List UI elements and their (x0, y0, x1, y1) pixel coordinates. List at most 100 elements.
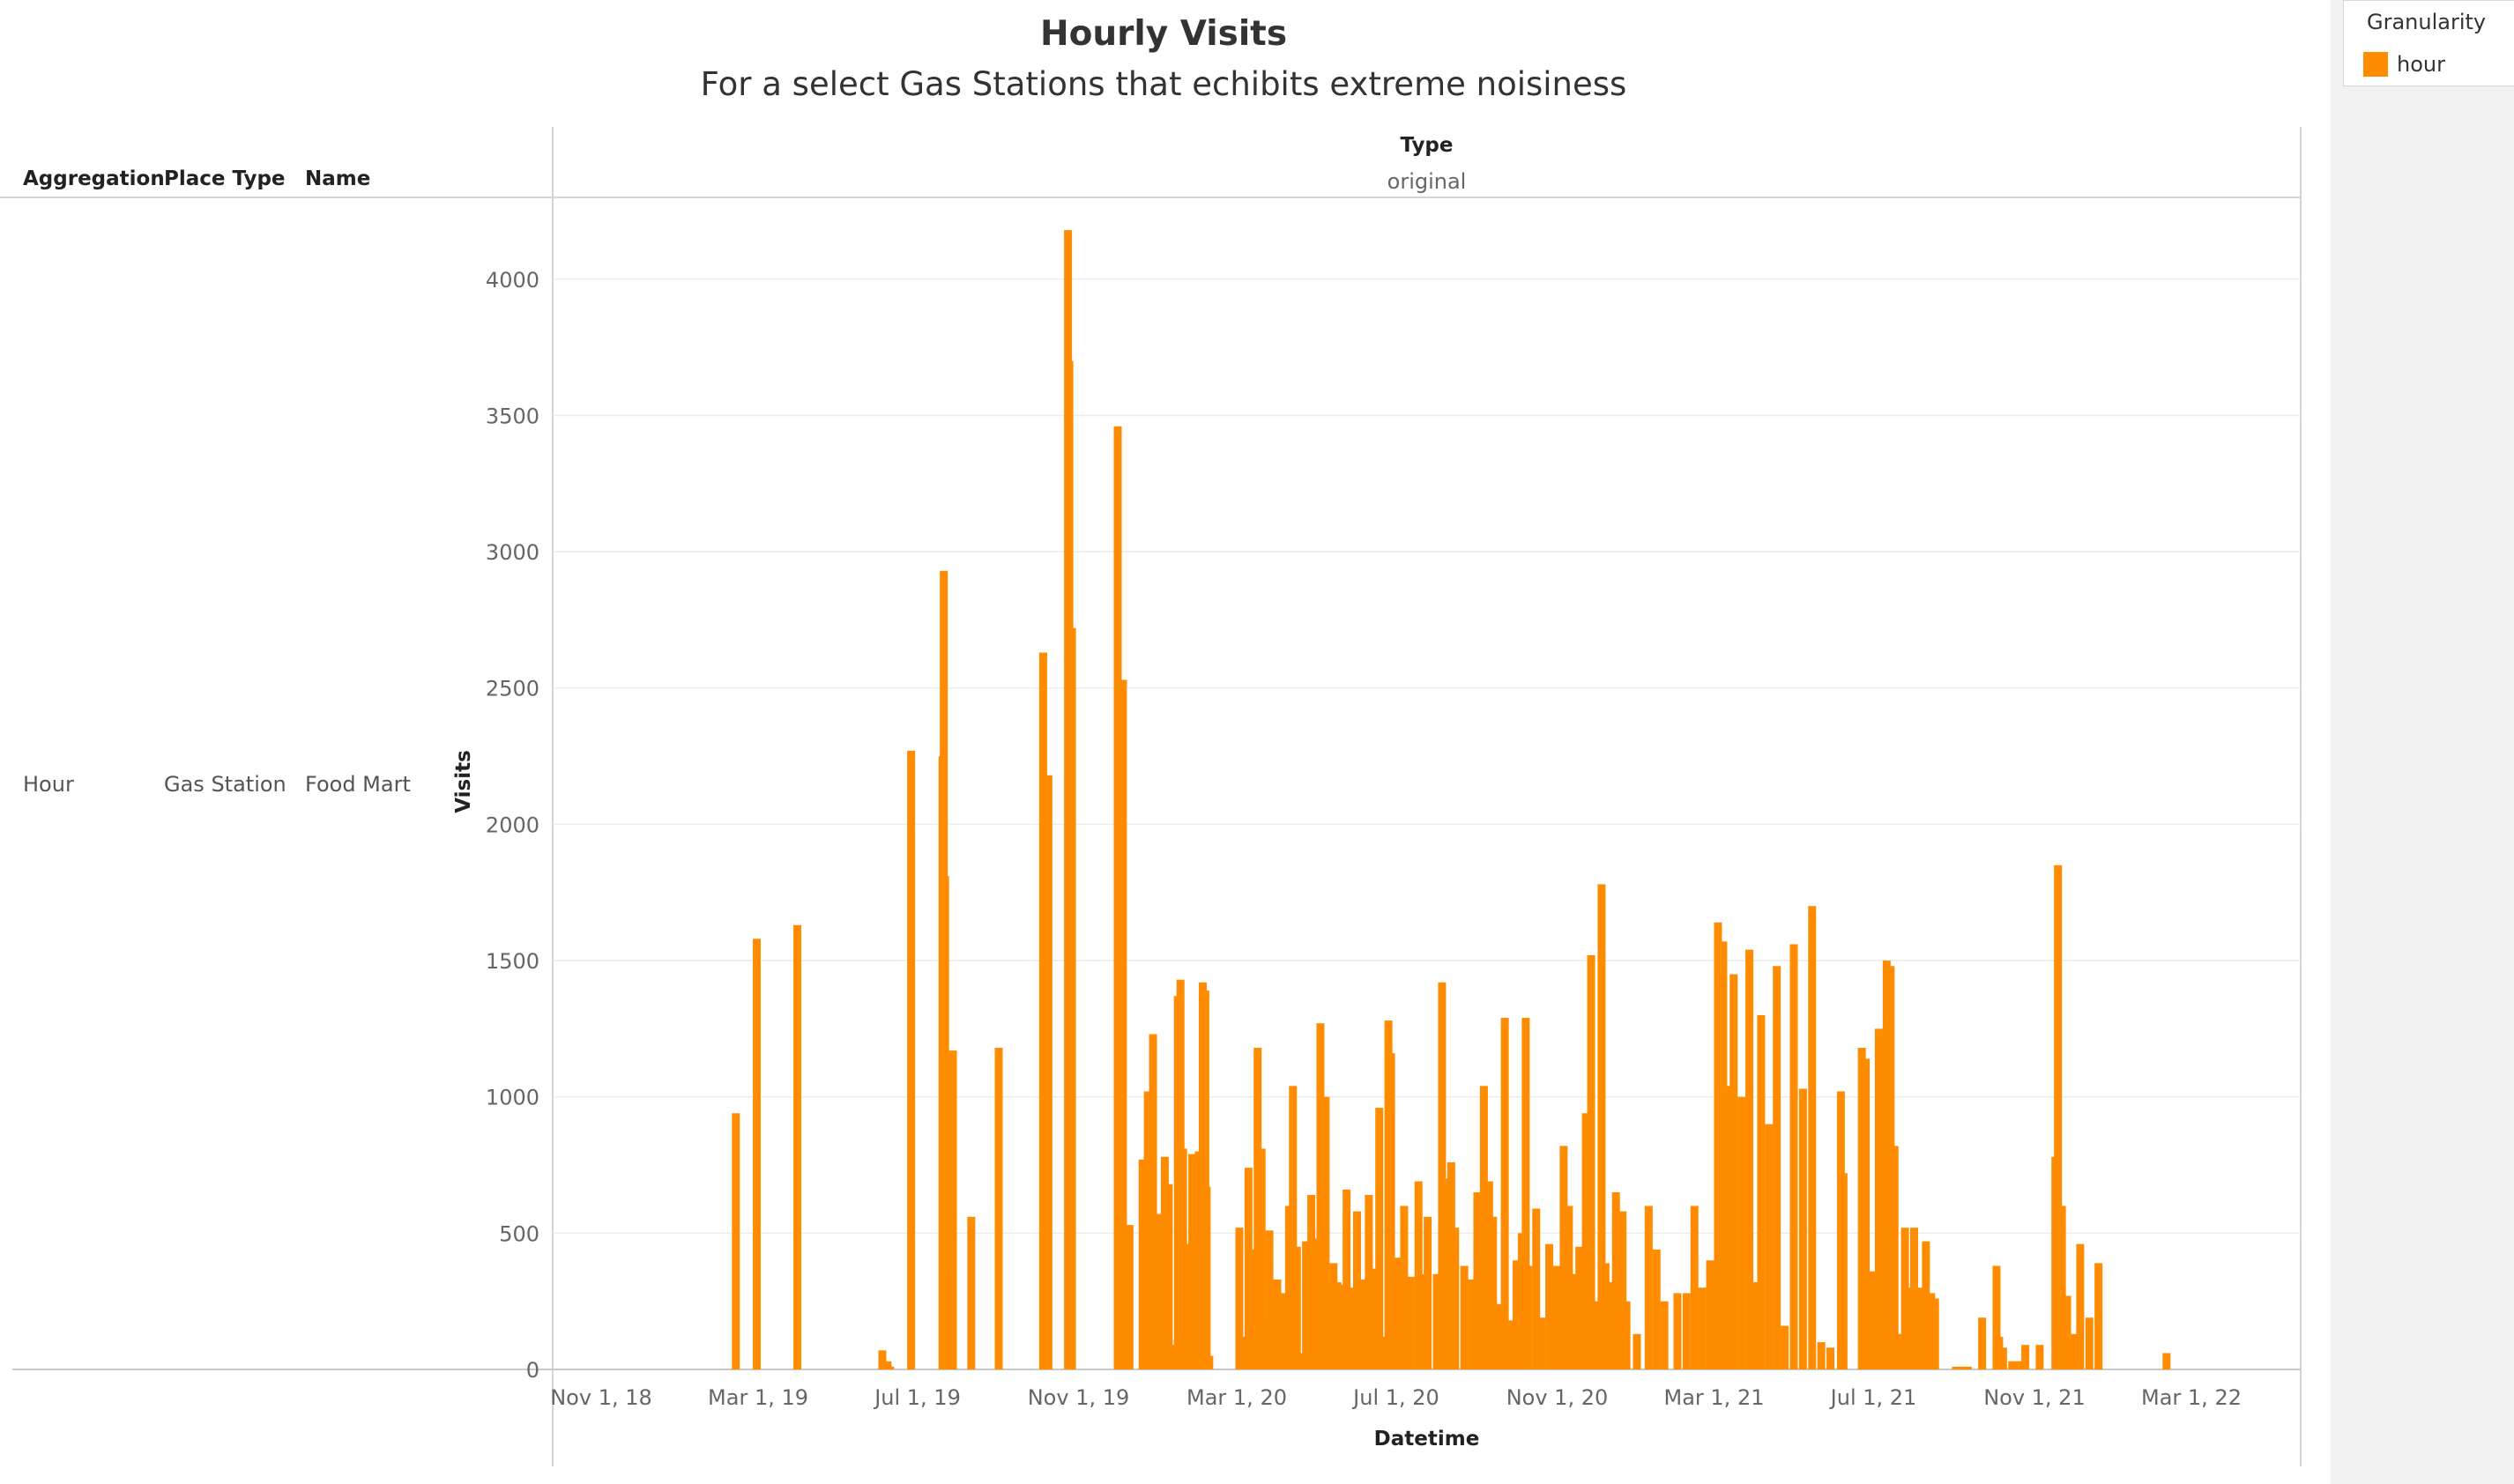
bar-126 (1706, 1260, 1714, 1369)
bar-0 (732, 1113, 740, 1369)
bar-103 (1545, 1243, 1554, 1369)
chart-title: Hourly Visits (1039, 14, 1288, 54)
y-tick-label-1500: 1500 (486, 949, 539, 974)
bar-16 (1044, 775, 1052, 1369)
y-tick-label-1000: 1000 (486, 1086, 539, 1110)
bar-121 (1660, 1301, 1669, 1369)
bar-26 (1143, 1091, 1152, 1369)
bar-171 (2021, 1345, 2030, 1369)
legend-label-hour[interactable]: hour (2397, 52, 2445, 77)
bar-71 (1365, 1195, 1373, 1369)
bar-19 (1067, 627, 1076, 1369)
bar-128 (1719, 941, 1728, 1369)
bar-129 (1724, 1086, 1733, 1369)
bar-10 (943, 1273, 952, 1369)
bar-153 (1894, 1333, 1903, 1369)
bar-177 (2065, 1358, 2074, 1369)
y-tick-label-4000: 4000 (486, 268, 539, 293)
bar-47 (1248, 1249, 1257, 1369)
bar-70 (1357, 1279, 1366, 1369)
pane-header-type[interactable]: Type (1400, 134, 1454, 157)
bar-57 (1297, 1353, 1305, 1369)
pane-value-type[interactable]: original (1387, 169, 1467, 194)
bar-137 (1781, 1325, 1789, 1369)
bar-9 (941, 876, 949, 1369)
bar-12 (967, 1216, 976, 1369)
bar-181 (2094, 1263, 2103, 1369)
bar-chart: 0 500 1000 1500 2000 2500 3000 3500 4000 Nov 1, … (0, 127, 2302, 1466)
bar-35 (1179, 1148, 1187, 1369)
bar-110 (1587, 954, 1595, 1369)
column-header-place-type[interactable]: Place Type (164, 167, 286, 190)
x-tick-label-2: Jul 1, 19 (873, 1385, 961, 1410)
row-value-place-type[interactable]: Gas Station (164, 772, 286, 797)
bar-114 (1606, 1282, 1615, 1369)
bar-120 (1652, 1249, 1661, 1369)
bar-167 (1998, 1347, 2007, 1369)
bar-50 (1260, 1317, 1268, 1369)
bar-134 (1757, 1014, 1766, 1369)
bar-176 (2063, 1295, 2071, 1369)
bar-41 (1201, 991, 1209, 1369)
grid-lines (553, 278, 2301, 1235)
bar-31 (1164, 1183, 1173, 1369)
bar-130 (1729, 974, 1738, 1369)
bar-13 (994, 1048, 1003, 1369)
row-value-aggregation[interactable]: Hour (23, 772, 74, 797)
bar-158 (1922, 1241, 1930, 1369)
bar-79 (1406, 1276, 1415, 1369)
bar-108 (1575, 1246, 1584, 1369)
bar-83 (1432, 1273, 1441, 1369)
x-tick-label-9: Nov 1, 21 (1983, 1385, 2086, 1410)
bar-133 (1752, 1282, 1760, 1369)
y-tick-label-3500: 3500 (486, 404, 539, 428)
bar-160 (1930, 1298, 1939, 1369)
y-tick-label-2500: 2500 (486, 677, 539, 701)
bar-62 (1321, 1096, 1330, 1369)
bar-175 (2057, 1206, 2066, 1369)
bar-99 (1521, 1018, 1530, 1369)
bar-87 (1451, 1228, 1460, 1369)
bar-105 (1559, 1146, 1568, 1369)
bar-136 (1773, 966, 1781, 1369)
column-header-aggregation[interactable]: Aggregation (23, 167, 165, 190)
bar-182 (2162, 1353, 2171, 1369)
legend-swatch-hour[interactable] (2363, 52, 2388, 77)
bar-131 (1737, 1096, 1746, 1369)
bar-139 (1798, 1088, 1807, 1369)
bar-115 (1611, 1191, 1620, 1369)
bar-24 (1125, 1225, 1134, 1369)
bar-125 (1698, 1287, 1707, 1369)
bar-52 (1273, 1279, 1282, 1369)
bar-169 (2012, 1361, 2020, 1369)
row-value-name[interactable]: Food Mart (305, 772, 411, 797)
bar-1 (753, 939, 762, 1369)
bar-77 (1395, 1258, 1403, 1369)
bar-61 (1316, 1023, 1325, 1369)
bar-97 (1512, 1260, 1521, 1369)
bar-11 (948, 1050, 957, 1369)
bar-20 (1113, 426, 1122, 1369)
bar-101 (1532, 1208, 1541, 1369)
bar-68 (1348, 1287, 1357, 1369)
bar-84 (1438, 982, 1447, 1369)
bar-100 (1524, 1265, 1533, 1369)
bar-111 (1592, 1301, 1601, 1369)
legend-title: Granularity (2367, 10, 2487, 34)
bar-43 (1205, 1355, 1214, 1369)
bar-106 (1565, 1206, 1573, 1369)
x-tick-label-3: Nov 1, 19 (1028, 1385, 1130, 1410)
bar-119 (1644, 1206, 1653, 1369)
bar-112 (1597, 884, 1606, 1369)
x-tick-label-8: Jul 1, 21 (1829, 1385, 1917, 1410)
bar-156 (1909, 1228, 1918, 1369)
bar-90 (1473, 1191, 1482, 1369)
bar-95 (1500, 1018, 1509, 1369)
bar-142 (1826, 1347, 1835, 1369)
column-header-name[interactable]: Name (305, 167, 371, 190)
x-tick-label-1: Mar 1, 19 (708, 1385, 808, 1410)
bar-122 (1673, 1293, 1682, 1369)
bar-104 (1552, 1265, 1561, 1369)
bar-147 (1869, 1271, 1878, 1369)
bar-123 (1682, 1293, 1691, 1369)
